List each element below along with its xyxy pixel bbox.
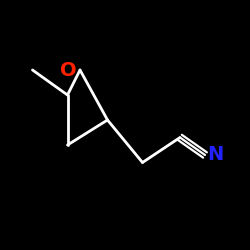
Text: O: O (60, 60, 77, 80)
Text: N: N (207, 146, 223, 165)
